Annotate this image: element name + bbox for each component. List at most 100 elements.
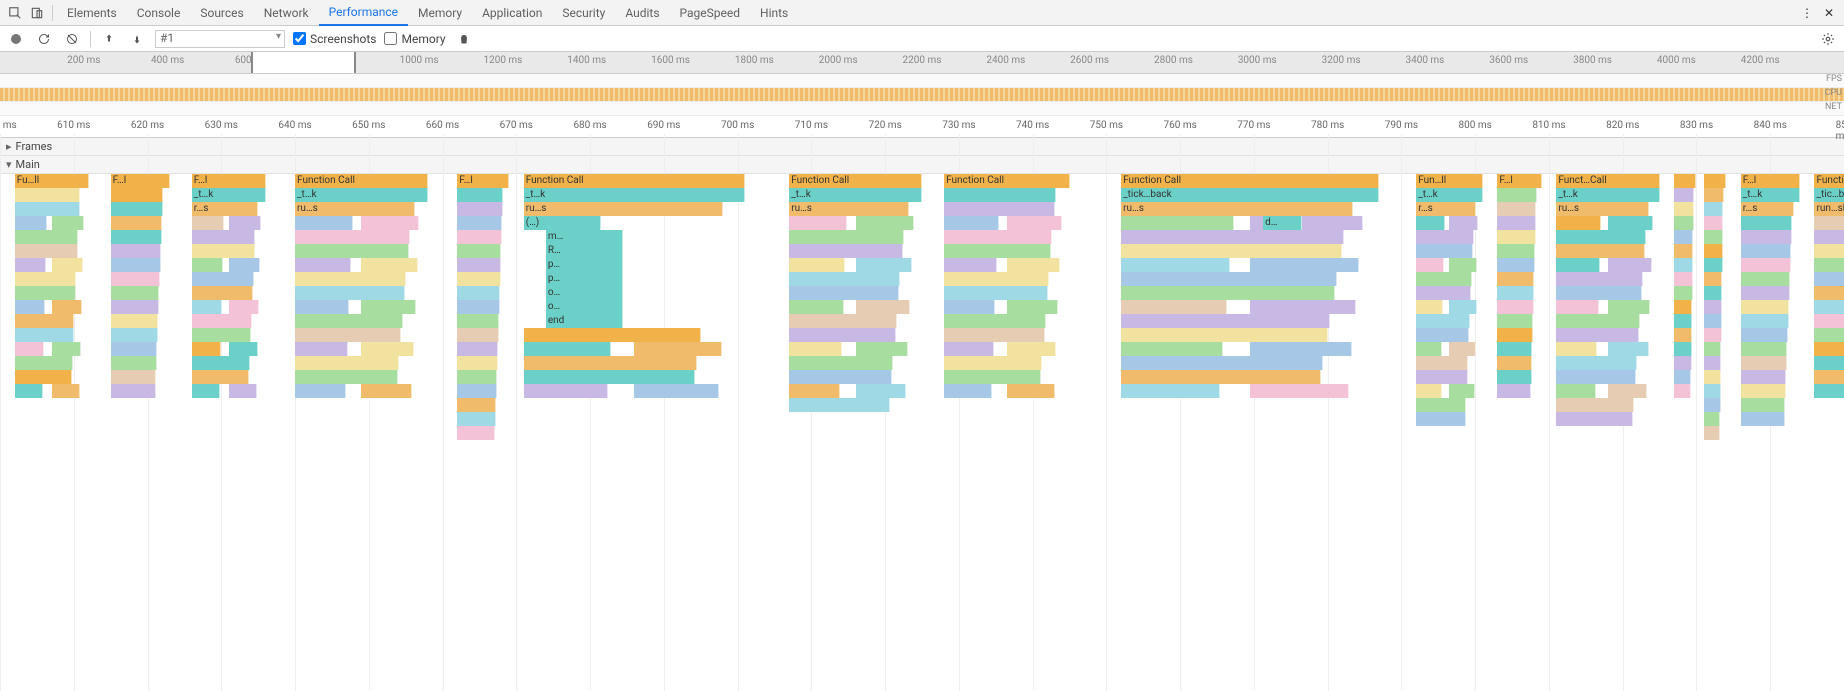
flame-block[interactable] xyxy=(789,314,897,328)
flame-block[interactable] xyxy=(1814,342,1844,356)
flame-block[interactable]: F…l xyxy=(457,174,509,188)
flame-block[interactable] xyxy=(295,244,409,258)
flame-block[interactable] xyxy=(1416,398,1466,412)
tab-audits[interactable]: Audits xyxy=(615,0,669,26)
flame-block[interactable] xyxy=(295,258,351,272)
flame-block[interactable] xyxy=(1704,426,1720,440)
flame-block[interactable] xyxy=(944,328,1044,342)
flame-block[interactable] xyxy=(1704,258,1723,272)
flame-block[interactable] xyxy=(192,300,222,314)
flame-block[interactable]: run…sks xyxy=(1814,202,1844,216)
flame-block[interactable] xyxy=(1814,258,1844,272)
flame-block[interactable] xyxy=(944,202,1055,216)
flame-block[interactable] xyxy=(1007,216,1062,230)
flame-block[interactable] xyxy=(789,356,893,370)
flame-block[interactable]: F…l xyxy=(1741,174,1800,188)
flame-block[interactable]: F…l xyxy=(1497,174,1541,188)
flame-block[interactable]: Function Call xyxy=(295,174,428,188)
flame-block[interactable] xyxy=(944,342,994,356)
flame-block[interactable] xyxy=(1674,244,1693,258)
flame-block[interactable] xyxy=(1674,342,1692,356)
flame-block[interactable] xyxy=(1121,370,1321,384)
flame-block[interactable] xyxy=(15,230,79,244)
flame-block[interactable] xyxy=(1497,244,1535,258)
tab-application[interactable]: Application xyxy=(472,0,552,26)
tab-elements[interactable]: Elements xyxy=(57,0,127,26)
flame-block[interactable]: p… xyxy=(546,258,623,272)
flame-block[interactable] xyxy=(1416,412,1466,426)
flame-block[interactable] xyxy=(1674,286,1692,300)
flame-block[interactable] xyxy=(944,258,997,272)
flame-block[interactable] xyxy=(52,342,81,356)
flame-block[interactable] xyxy=(1121,286,1335,300)
flame-block[interactable] xyxy=(1416,342,1442,356)
flame-block[interactable] xyxy=(856,216,914,230)
flame-block[interactable] xyxy=(1121,258,1230,272)
flame-block[interactable] xyxy=(1704,398,1721,412)
flame-block[interactable] xyxy=(1608,384,1647,398)
flame-block[interactable] xyxy=(457,202,503,216)
flame-block[interactable] xyxy=(944,300,995,314)
flame-block[interactable] xyxy=(1556,230,1645,244)
flame-block[interactable] xyxy=(15,216,47,230)
flame-block[interactable] xyxy=(1556,300,1598,314)
flame-block[interactable] xyxy=(1121,272,1337,286)
flame-block[interactable] xyxy=(361,258,417,272)
flame-block[interactable] xyxy=(192,342,221,356)
flame-block[interactable] xyxy=(1497,202,1536,216)
flame-block[interactable] xyxy=(52,300,82,314)
flame-block[interactable] xyxy=(295,342,348,356)
flame-block[interactable]: _t…k xyxy=(192,188,266,202)
flame-block[interactable] xyxy=(789,384,840,398)
flame-block[interactable] xyxy=(192,384,220,398)
flame-block[interactable] xyxy=(111,258,161,272)
flame-block[interactable] xyxy=(789,216,847,230)
flame-block[interactable] xyxy=(1704,370,1721,384)
flame-block[interactable] xyxy=(1121,314,1330,328)
flame-block[interactable] xyxy=(295,272,406,286)
flame-block[interactable] xyxy=(1497,216,1536,230)
flame-block[interactable] xyxy=(15,202,80,216)
flame-block[interactable] xyxy=(1814,370,1844,384)
flame-block[interactable] xyxy=(944,370,1041,384)
flame-block[interactable] xyxy=(1556,412,1633,426)
flame-block[interactable] xyxy=(1250,300,1356,314)
detail-ruler[interactable]: 600 ms610 ms620 ms630 ms640 ms650 ms660 … xyxy=(0,116,1844,138)
flame-block[interactable] xyxy=(1121,216,1234,230)
flame-block[interactable] xyxy=(457,426,495,440)
flame-block[interactable] xyxy=(1704,230,1723,244)
flame-block[interactable]: _t…k xyxy=(524,188,745,202)
flame-block[interactable] xyxy=(1416,230,1473,244)
flame-block[interactable] xyxy=(1121,384,1220,398)
device-toggle-icon[interactable] xyxy=(26,2,48,24)
tab-pagespeed[interactable]: PageSpeed xyxy=(670,0,751,26)
record-icon[interactable] xyxy=(6,29,26,49)
flame-block[interactable] xyxy=(1121,328,1328,342)
flame-block[interactable] xyxy=(1497,342,1532,356)
flame-block[interactable] xyxy=(1608,258,1652,272)
flame-block[interactable] xyxy=(1449,342,1475,356)
flame-block[interactable] xyxy=(1007,258,1060,272)
flame-block[interactable] xyxy=(789,370,892,384)
flame-block[interactable] xyxy=(1121,300,1227,314)
tab-sources[interactable]: Sources xyxy=(190,0,253,26)
flame-block[interactable] xyxy=(192,328,251,342)
flame-block[interactable] xyxy=(1497,272,1534,286)
flame-block[interactable]: _t…k xyxy=(1556,188,1659,202)
flame-block[interactable] xyxy=(944,244,1051,258)
flame-block[interactable]: r…s xyxy=(1416,202,1476,216)
flame-block[interactable] xyxy=(1556,398,1634,412)
flame-block[interactable] xyxy=(634,342,722,356)
flame-block[interactable]: F…l xyxy=(192,174,266,188)
flame-block[interactable] xyxy=(1497,370,1531,384)
flame-block[interactable] xyxy=(944,286,1048,300)
flame-block[interactable]: F…l xyxy=(111,174,170,188)
flame-block[interactable] xyxy=(1741,370,1787,384)
flame-block[interactable] xyxy=(1449,384,1474,398)
flame-block[interactable] xyxy=(1416,384,1441,398)
flame-block[interactable] xyxy=(361,342,414,356)
gc-icon[interactable] xyxy=(454,29,474,49)
flame-block[interactable] xyxy=(1556,314,1640,328)
flame-block[interactable] xyxy=(1674,202,1694,216)
flame-block[interactable] xyxy=(1608,300,1650,314)
